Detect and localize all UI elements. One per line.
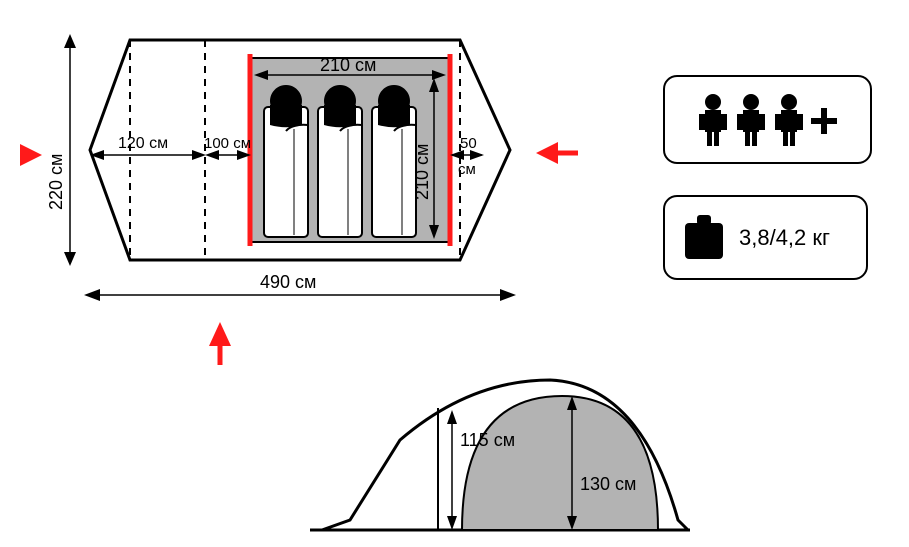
occupant-2 (318, 85, 362, 237)
weight-icon (683, 215, 725, 261)
entry-arrow-left (20, 144, 42, 166)
spec-weight-label: 3,8/4,2 кг (739, 225, 830, 251)
dim-vestibule-left: 120 см (90, 135, 206, 160)
dim-mid: 100 см (204, 135, 251, 160)
three-persons-plus-icon (693, 90, 843, 150)
spec-capacity (663, 75, 872, 164)
dim-total-width: 490 см (84, 272, 516, 301)
tent-side-view: 115 см 130 см (310, 370, 690, 540)
occupant-1 (264, 85, 308, 237)
occupant-3 (372, 85, 416, 237)
dim-height: 220 см (46, 34, 76, 266)
tent-top-view: 220 см 210 см 210 см (20, 30, 540, 390)
dim-total-width-label: 490 см (260, 272, 316, 292)
dim-mid-label: 100 см (204, 135, 251, 152)
entry-arrow-right (530, 138, 580, 168)
dim-dome-height-label: 130 см (580, 474, 636, 494)
dim-right-gap-unit: см (458, 161, 476, 178)
dim-vestibule-left-label: 120 см (118, 135, 168, 152)
spec-weight: 3,8/4,2 кг (663, 195, 868, 280)
dim-inner-width-label: 210 см (320, 55, 376, 75)
dim-height-label: 220 см (46, 154, 66, 210)
dim-right-gap: 50 см (450, 135, 484, 178)
dim-vestibule-height-label: 115 см (460, 430, 515, 450)
entry-arrow-bottom (209, 322, 231, 365)
dim-right-gap-label: 50 (460, 135, 477, 152)
